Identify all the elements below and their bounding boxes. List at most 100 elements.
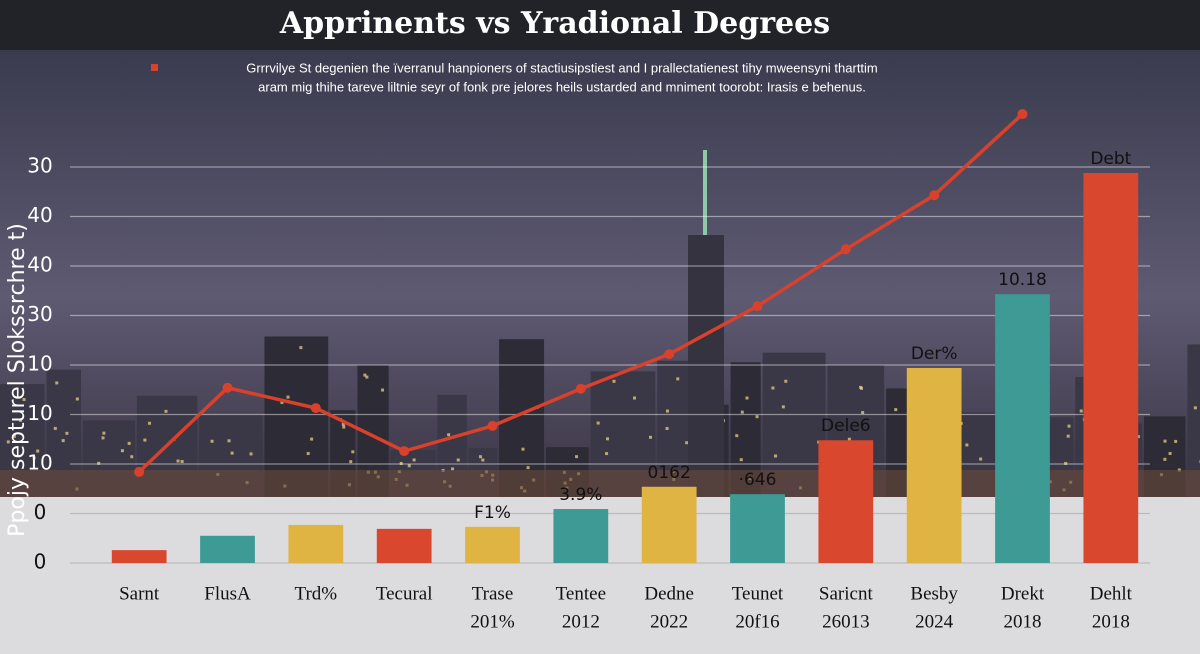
window-light <box>210 439 214 443</box>
window-light <box>97 461 101 465</box>
bar <box>641 486 697 563</box>
bar <box>730 494 785 563</box>
window-light <box>847 437 851 441</box>
window-light <box>894 408 898 412</box>
window-light <box>1079 409 1083 413</box>
window-light <box>22 398 26 402</box>
window-light <box>127 441 131 445</box>
window-light <box>676 377 680 381</box>
window-light <box>755 415 759 419</box>
window-light <box>774 454 778 458</box>
window-light <box>286 395 290 399</box>
window-light <box>349 460 353 464</box>
x-tick-label: Trd% <box>295 583 338 604</box>
bar <box>111 550 167 563</box>
window-light <box>861 411 865 415</box>
window-light <box>784 379 788 383</box>
bar <box>995 294 1050 563</box>
window-light <box>447 433 451 437</box>
x-tick-label: 201% <box>470 611 515 632</box>
y-tick-label: 10 <box>27 352 52 376</box>
window-light <box>363 373 367 377</box>
window-light <box>55 381 59 385</box>
x-tick-label: Teunet <box>732 583 784 604</box>
line-point <box>487 420 498 431</box>
x-tick-label: Drekt <box>1001 583 1045 604</box>
window-light <box>407 464 411 468</box>
window-light <box>1064 461 1068 465</box>
window-light <box>399 461 403 465</box>
y-axis-title: Ppojy septurel Slokssrchre t) <box>5 223 30 537</box>
x-tick-label: Trase <box>472 583 514 604</box>
legend-marker <box>151 64 158 71</box>
window-light <box>575 455 579 459</box>
x-tick-label: 26013 <box>822 611 870 632</box>
bar-annotation: 10.18 <box>998 270 1047 290</box>
window-light <box>481 458 485 462</box>
window-light <box>665 409 669 413</box>
chart-title: Apprinents vs Yradional Degrees <box>279 6 830 41</box>
x-tick-label: Saricnt <box>819 583 874 604</box>
window-light <box>120 449 124 453</box>
window-light <box>249 452 253 456</box>
tower <box>688 235 724 497</box>
window-light <box>101 436 105 440</box>
x-tick-label: FlusA <box>204 583 251 604</box>
window-light <box>342 425 346 429</box>
window-light <box>478 455 482 459</box>
bar-annotation: 0162 <box>648 463 691 483</box>
window-light <box>781 405 785 409</box>
window-light <box>965 443 969 447</box>
y-tick-label: 40 <box>27 253 52 277</box>
window-light <box>665 427 669 431</box>
line-point <box>840 244 851 255</box>
window-light <box>36 449 40 453</box>
window-light <box>148 421 152 425</box>
x-tick-label: Sarnt <box>119 583 160 604</box>
window-light <box>310 437 314 441</box>
x-tick-label: 20f16 <box>735 611 779 632</box>
bar <box>818 440 874 563</box>
tower-spire <box>703 150 707 235</box>
window-light <box>456 458 460 462</box>
window-light <box>1193 406 1197 410</box>
x-tick-label: 2024 <box>915 611 954 632</box>
window-light <box>32 456 36 460</box>
window-light <box>143 438 147 442</box>
line-point <box>664 349 675 360</box>
window-light <box>521 447 525 451</box>
x-tick-label: Besby <box>910 583 958 604</box>
subtitle: Grrrvilye St degenien the ïverranul hanp… <box>246 60 878 75</box>
x-tick-label: 2012 <box>562 611 600 632</box>
bar <box>465 526 520 563</box>
window-light <box>176 459 180 463</box>
window-light <box>632 396 636 400</box>
window-light <box>19 418 23 422</box>
window-light <box>1168 451 1172 455</box>
bar <box>200 535 255 563</box>
bar-annotation: Dele6 <box>821 416 871 436</box>
window-light <box>306 451 310 455</box>
y-tick-label: 0 <box>34 550 47 574</box>
window-light <box>12 434 16 438</box>
bar <box>906 367 962 563</box>
subtitle: aram mig thihe tareve liltnie seyr of fo… <box>258 79 866 94</box>
window-light <box>979 457 983 461</box>
bar <box>288 524 344 563</box>
x-tick-label: Dedne <box>644 583 694 604</box>
bar <box>1083 172 1139 563</box>
window-light <box>859 385 863 389</box>
window-light <box>180 460 184 464</box>
window-light <box>1174 439 1178 443</box>
window-light <box>526 466 530 470</box>
window-light <box>227 439 231 443</box>
y-tick-label: 10 <box>27 451 52 475</box>
x-tick-label: 2022 <box>650 611 688 632</box>
line-point <box>399 446 410 457</box>
line-point <box>134 466 145 477</box>
window-light <box>605 452 609 456</box>
window-light <box>61 439 65 443</box>
window-light <box>351 450 355 454</box>
